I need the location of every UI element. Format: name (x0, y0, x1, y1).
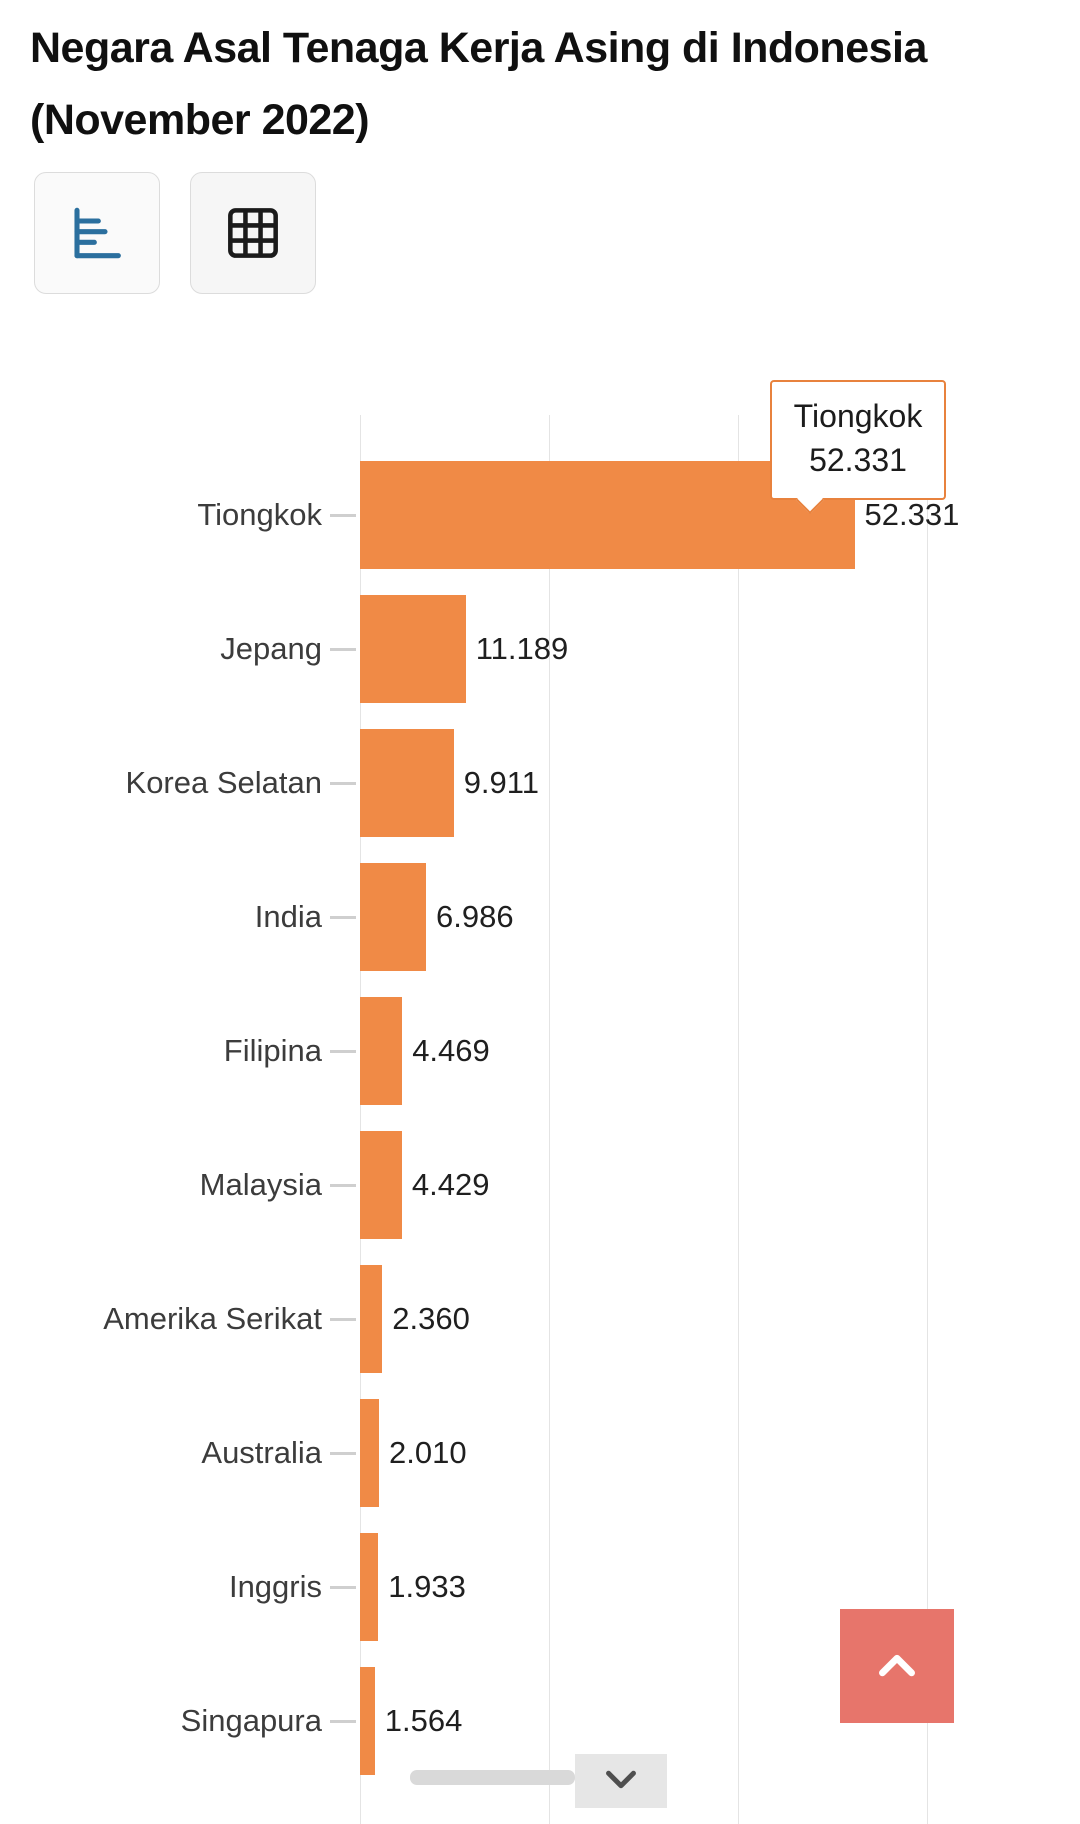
bar[interactable] (360, 863, 426, 971)
category-label: Singapura (180, 1703, 322, 1738)
gridline (738, 415, 739, 1824)
gridline (927, 415, 928, 1824)
bar[interactable] (360, 729, 454, 837)
chart-row: Australia 2.010 (0, 1386, 1080, 1520)
page-title-line2: (November 2022) (30, 96, 370, 144)
chart-row: Inggris 1.933 (0, 1520, 1080, 1654)
chart-row: Amerika Serikat 2.360 (0, 1252, 1080, 1386)
horizontal-scrollbar[interactable] (410, 1770, 575, 1785)
bar[interactable] (360, 1533, 379, 1641)
scroll-top-button[interactable] (840, 1609, 954, 1723)
value-label: 2.360 (392, 1301, 470, 1336)
value-label: 4.469 (412, 1033, 490, 1068)
value-label: 9.911 (463, 765, 539, 800)
bar[interactable] (360, 1399, 379, 1507)
value-label: 11.189 (475, 631, 569, 666)
value-label: 1.933 (388, 1569, 466, 1604)
tooltip-category: Tiongkok (793, 398, 923, 434)
value-label: 1.564 (384, 1703, 463, 1738)
category-label: Korea Selatan (125, 765, 322, 800)
chart-row: Malaysia 4.429 (0, 1118, 1080, 1252)
scroll-down-button[interactable] (575, 1754, 667, 1808)
gridline (360, 415, 361, 1824)
category-label: Amerika Serikat (103, 1301, 322, 1336)
category-label: India (254, 899, 322, 934)
bar[interactable] (360, 595, 466, 703)
value-label: 52.331 (864, 497, 960, 532)
view-toolbar (34, 172, 316, 294)
chart-row: India 6.986 (0, 850, 1080, 984)
page-title: Negara Asal Tenaga Kerja Asing di Indone… (30, 12, 927, 156)
tooltip-value: 52.331 (809, 442, 907, 478)
chevron-up-icon (870, 1638, 924, 1695)
category-label: Malaysia (199, 1167, 322, 1202)
category-label: Filipina (223, 1033, 322, 1068)
category-label: Australia (201, 1435, 322, 1470)
chart-row: Singapura 1.564 (0, 1654, 1080, 1788)
axis-tick (330, 1318, 356, 1321)
axis-tick (330, 1452, 356, 1455)
value-label: 2.010 (389, 1435, 467, 1470)
axis-tick (330, 1184, 356, 1187)
axis-tick (330, 1050, 356, 1053)
axis-tick (330, 1720, 356, 1723)
category-label: Inggris (228, 1569, 322, 1604)
value-label: 4.429 (411, 1167, 490, 1202)
chart-row: Jepang 11.189 (0, 582, 1080, 716)
chart-view-button[interactable] (34, 172, 160, 294)
gridline (549, 415, 550, 1824)
value-label: 6.986 (436, 899, 514, 934)
axis-tick (330, 1586, 356, 1589)
chevron-down-icon (598, 1757, 644, 1806)
chart-tooltip: Tiongkok 52.331 (770, 380, 946, 515)
bar[interactable] (360, 1667, 375, 1775)
page-title-line1: Negara Asal Tenaga Kerja Asing di Indone… (30, 24, 927, 72)
bar[interactable] (360, 1131, 402, 1239)
table-view-button[interactable] (190, 172, 316, 294)
axis-tick (330, 514, 356, 517)
bar-chart-icon (65, 201, 129, 265)
category-label: Jepang (220, 631, 322, 666)
bar[interactable] (360, 1265, 383, 1373)
axis-tick (330, 648, 356, 651)
axis-tick (330, 782, 356, 785)
chart-row: Korea Selatan 9.911 (0, 716, 1080, 850)
bar[interactable] (360, 997, 403, 1105)
category-label: Tiongkok (197, 497, 322, 532)
chart-row: Filipina 4.469 (0, 984, 1080, 1118)
table-icon (221, 201, 285, 265)
axis-tick (330, 916, 356, 919)
